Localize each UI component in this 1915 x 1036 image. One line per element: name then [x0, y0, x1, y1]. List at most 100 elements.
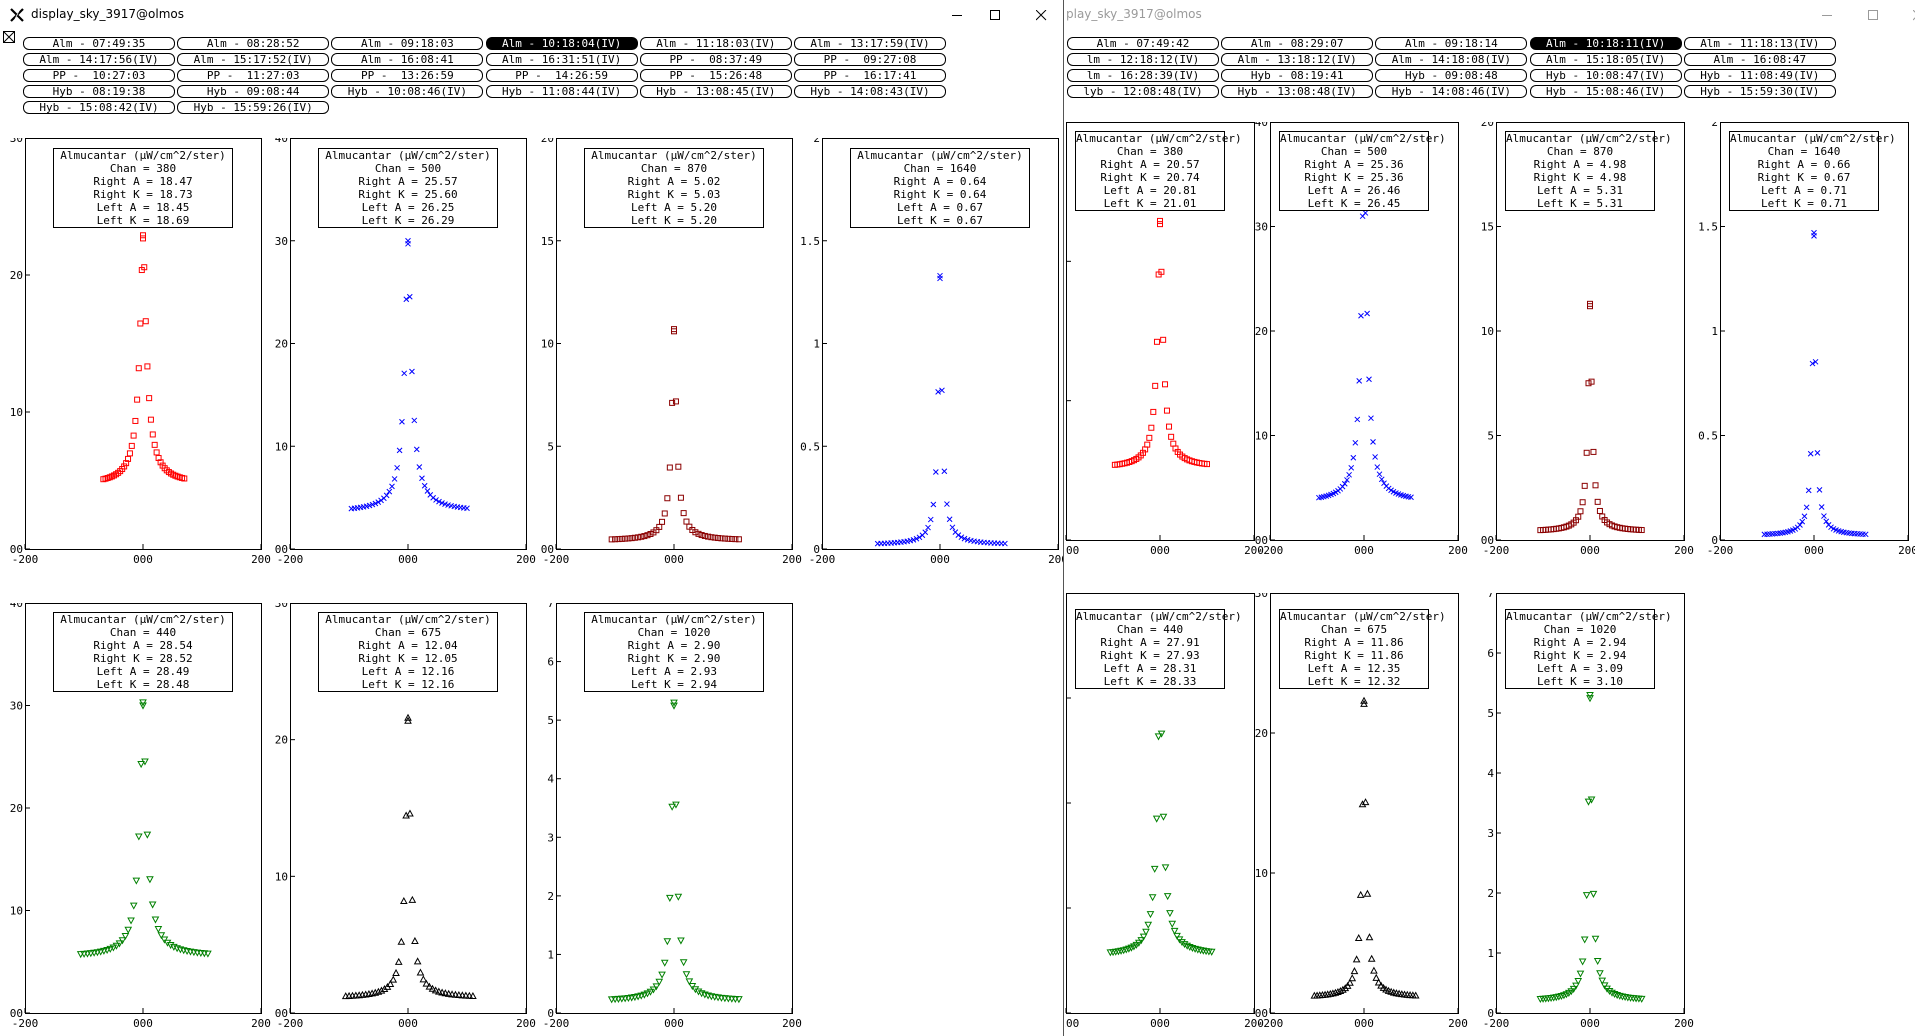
measurement-tab[interactable]: Alm - 16:08:47 [1683, 53, 1836, 67]
data-point [125, 455, 132, 462]
legend-line: Right A = 0.64 [893, 175, 987, 188]
data-point [455, 991, 463, 999]
measurement-tab[interactable]: PP - 09:27:08 [794, 53, 946, 67]
measurement-tab[interactable]: lyb - 12:08:48(IV) [1067, 85, 1219, 99]
close-button[interactable] [1895, 0, 1915, 30]
measurement-tab[interactable]: Alm - 11:18:13(IV) [1683, 37, 1836, 50]
measurement-tab[interactable]: Hyb - 11:08:49(IV) [1683, 69, 1836, 83]
measurement-tab[interactable]: Hyb - 08:19:41 [1221, 69, 1374, 83]
measurement-tab[interactable]: lm - 16:28:39(IV) [1067, 69, 1219, 83]
measurement-tab[interactable]: Hyb - 15:59:30(IV) [1683, 85, 1836, 99]
measurement-tab[interactable]: Hyb - 09:08:48 [1375, 69, 1528, 83]
measurement-tab[interactable]: Alm - 10:18:04(IV) [485, 37, 638, 50]
measurement-tab[interactable]: lm - 12:18:12(IV) [1067, 53, 1219, 67]
corner-close-box-icon[interactable] [3, 31, 15, 43]
y-tick-label: 3 [1487, 827, 1494, 840]
measurement-tab[interactable]: Hyb - 08:19:38 [23, 85, 175, 99]
measurement-tab[interactable]: Hyb - 10:08:46(IV) [331, 85, 484, 99]
measurement-tab[interactable]: PP - 15:26:48 [639, 69, 792, 83]
title-bar[interactable]: display_sky_3917@olmos [0, 0, 1063, 30]
measurement-tab[interactable]: Alm - 16:31:51(IV) [485, 53, 638, 67]
data-point [1356, 890, 1365, 898]
measurement-tab[interactable]: Hyb - 11:08:44(IV) [485, 85, 638, 99]
data-point [913, 535, 920, 542]
measurement-tab[interactable]: Alm - 13:17:59(IV) [794, 37, 946, 50]
measurement-tab[interactable]: Hyb - 13:08:45(IV) [639, 85, 792, 99]
measurement-tab[interactable]: PP - 13:26:59 [331, 69, 484, 83]
x-tick-label: 000 [1580, 544, 1600, 557]
measurement-tab[interactable]: Hyb - 09:08:44 [177, 85, 330, 99]
data-point [204, 950, 212, 958]
data-point [919, 532, 926, 539]
maximize-button[interactable] [972, 0, 1018, 30]
legend-line: Right A = 12.04 [358, 639, 458, 652]
measurement-tab[interactable]: Alm - 07:49:35 [23, 37, 175, 50]
data-point [1166, 423, 1173, 430]
legend-line: Right A = 0.66 [1757, 158, 1851, 171]
x-tick-label: 000 [133, 553, 153, 566]
measurement-tab[interactable]: Alm - 10:18:11(IV) [1529, 37, 1682, 50]
close-button[interactable] [1018, 0, 1063, 30]
x-tick-label: 000 [1804, 544, 1824, 557]
legend-line: Right K = 0.67 [1757, 171, 1851, 184]
measurement-tab[interactable]: PP - 16:17:41 [794, 69, 946, 83]
data-point [121, 932, 130, 941]
measurement-tab[interactable]: Alm - 11:18:03(IV) [639, 37, 792, 50]
measurement-tab[interactable]: Alm - 16:08:41 [331, 53, 484, 67]
measurement-tab[interactable]: Hyb - 15:08:46(IV) [1529, 85, 1682, 99]
measurement-tab[interactable]: Alm - 07:49:42 [1067, 37, 1219, 50]
data-point [643, 990, 652, 998]
data-point [1146, 911, 1155, 919]
measurement-tab[interactable]: Alm - 13:18:12(IV) [1221, 53, 1374, 67]
data-point [1159, 813, 1168, 821]
data-point [399, 897, 408, 905]
measurement-tab[interactable]: Alm - 15:17:52(IV) [177, 53, 330, 67]
measurement-tab[interactable]: Hyb - 10:08:47(IV) [1529, 69, 1682, 83]
measurement-tab[interactable]: Alm - 14:18:08(IV) [1375, 53, 1528, 67]
legend-line: Left A = 2.93 [630, 665, 718, 678]
measurement-tab[interactable]: Alm - 09:18:03 [331, 37, 484, 50]
measurement-tab[interactable]: Hyb - 15:59:26(IV) [177, 101, 330, 115]
minimize-button[interactable] [1804, 0, 1850, 30]
almucantar-chart: 0 0.5 1 1.5 2 -200 000 200 [800, 138, 1063, 566]
data-point [154, 925, 163, 933]
data-point [100, 476, 107, 483]
x-tick-label: -200 [1065, 544, 1079, 557]
data-point [1348, 464, 1355, 471]
measurement-tab[interactable]: Alm - 09:18:14 [1375, 37, 1528, 50]
measurement-tab[interactable]: Alm - 08:29:07 [1221, 37, 1374, 50]
data-point [406, 809, 414, 817]
data-point [425, 982, 434, 990]
measurement-tab[interactable]: Alm - 14:17:56(IV) [23, 53, 175, 67]
measurement-tab[interactable]: Hyb - 15:08:42(IV) [23, 101, 175, 115]
data-point [1163, 407, 1170, 414]
measurement-tab[interactable]: Hyb - 14:08:43(IV) [794, 85, 946, 99]
data-point [140, 235, 146, 242]
data-point [137, 761, 145, 769]
data-point [1587, 796, 1596, 804]
close-icon [1035, 9, 1046, 20]
data-point [1162, 381, 1169, 388]
y-tick-label: 10 [541, 338, 554, 351]
measurement-tab[interactable]: PP - 11:27:03 [177, 69, 330, 83]
measurement-tab[interactable]: PP - 14:26:59 [485, 69, 638, 83]
legend-title: Almucantar (μW/cm^2/ster) [1076, 132, 1242, 145]
data-point [941, 468, 948, 475]
data-point [735, 996, 743, 1004]
legend-title: Almucantar (μW/cm^2/ster) [1076, 610, 1242, 623]
measurement-tab[interactable]: PP - 08:37:49 [639, 53, 792, 67]
data-point [701, 532, 708, 539]
title-bar[interactable]: play_sky_3917@olmos [1065, 0, 1915, 30]
data-point [1178, 939, 1186, 947]
legend-line: Left A = 3.09 [1536, 662, 1624, 675]
measurement-tab[interactable]: Hyb - 14:08:46(IV) [1375, 85, 1528, 99]
measurement-tab[interactable]: Hyb - 13:08:48(IV) [1221, 85, 1374, 99]
data-point [1153, 338, 1160, 345]
measurement-tab[interactable]: PP - 10:27:03 [23, 69, 175, 83]
minimize-button[interactable] [934, 0, 980, 30]
measurement-tab[interactable]: Alm - 15:18:05(IV) [1529, 53, 1682, 67]
maximize-button[interactable] [1850, 0, 1896, 30]
measurement-tab[interactable]: Alm - 08:28:52 [177, 37, 330, 50]
